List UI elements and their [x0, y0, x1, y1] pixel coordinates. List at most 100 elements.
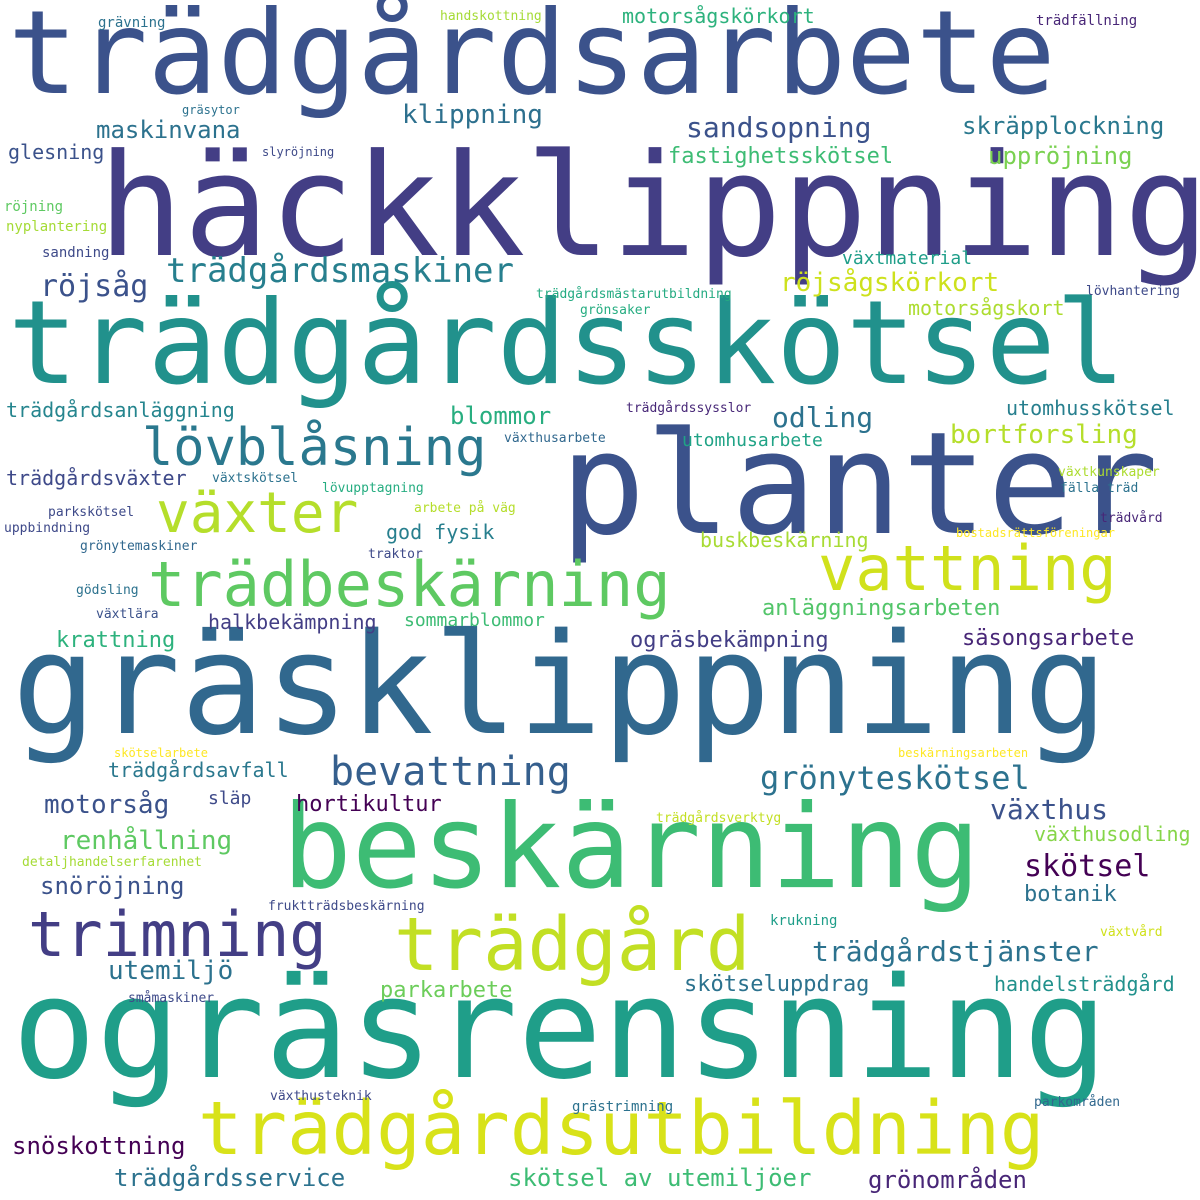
- word: motorsågskörkort: [622, 4, 815, 28]
- word: växtmaterial: [842, 248, 973, 269]
- word: snöskottning: [12, 1132, 186, 1160]
- word: röjsågskörkort: [780, 268, 1000, 298]
- word: grönytemaskiner: [80, 539, 198, 554]
- word: trädgårdsmästarutbildning: [536, 287, 732, 302]
- word: skötseluppdrag: [684, 972, 870, 997]
- word: trädgårdstjänster: [812, 935, 1099, 968]
- word: fruktträdsbeskärning: [268, 899, 425, 914]
- word: grönyteskötsel: [760, 759, 1030, 797]
- word: god fysik: [386, 520, 495, 544]
- word: trädgårdsarbete: [8, 0, 1056, 121]
- word: trädgårdsutbildning: [198, 1086, 1045, 1172]
- word: sommarblommor: [404, 610, 545, 631]
- word: buskbeskärning: [700, 528, 869, 552]
- word: trimning: [28, 898, 327, 971]
- word: botanik: [1024, 882, 1117, 907]
- word: motorsåg: [44, 790, 170, 820]
- word: häckklippning: [98, 124, 1200, 289]
- word: sandning: [42, 245, 110, 261]
- word: beskärningsarbeten: [898, 746, 1029, 760]
- word: växthusarbete: [504, 431, 606, 446]
- word: trädgård: [394, 902, 751, 988]
- word: motorsågskort: [908, 296, 1065, 320]
- word: glesning: [8, 140, 105, 164]
- word: grönsaker: [580, 303, 651, 318]
- word: uppbindning: [4, 521, 91, 536]
- word: parkområden: [1034, 1095, 1121, 1110]
- word: ogräsrensning: [12, 948, 1108, 1111]
- word: utemiljö: [108, 956, 234, 986]
- word: säsongsarbete: [962, 626, 1135, 651]
- word: lövupptagning: [322, 481, 424, 496]
- word: trädgårdsanläggning: [6, 398, 235, 422]
- word: släp: [208, 788, 252, 809]
- word: halkbekämpning: [208, 610, 377, 634]
- word: växtkunskaper: [1058, 465, 1160, 480]
- word: bortforsling: [950, 420, 1138, 450]
- word: grästrimning: [572, 1099, 674, 1115]
- word: utomhusarbete: [682, 430, 823, 451]
- word: röjsåg: [40, 269, 149, 304]
- word: växthusteknik: [270, 1089, 372, 1104]
- word: ogräsbekämpning: [630, 628, 829, 653]
- word: trädgårdsverktyg: [656, 811, 782, 826]
- word: klippning: [402, 100, 543, 130]
- word: trädgårdsväxter: [6, 466, 187, 490]
- word: grönområden: [868, 1166, 1027, 1194]
- word: småmaskiner: [128, 991, 215, 1006]
- word: växtlära: [96, 607, 159, 622]
- word: skötsel av utemiljöer: [508, 1164, 812, 1192]
- word: skötselarbete: [114, 746, 208, 760]
- word: trädgårdsskötsel: [8, 276, 1126, 411]
- word: sandsopning: [686, 111, 872, 144]
- word: arbete på väg: [414, 501, 516, 516]
- word: trädfällning: [1036, 13, 1138, 29]
- word: lövhantering: [1086, 284, 1180, 299]
- word: nyplantering: [6, 219, 108, 235]
- word: bostadsrättsföreningar: [956, 526, 1115, 540]
- word: slyröjning: [262, 145, 335, 159]
- word: odling: [772, 401, 874, 434]
- word: traktor: [368, 547, 423, 562]
- word: trädgårdsavfall: [108, 758, 289, 782]
- word: bevattning: [330, 749, 571, 795]
- word: maskinvana: [96, 116, 241, 144]
- word: skräpplockning: [962, 112, 1165, 140]
- word: utomhusskötsel: [1006, 396, 1175, 420]
- word: fälla träd: [1060, 481, 1139, 496]
- word: trädbeskärning: [148, 548, 671, 621]
- word: krattning: [56, 628, 176, 653]
- word: uppröjning: [988, 142, 1133, 170]
- word: gräsytor: [182, 103, 240, 117]
- word: anläggningsarbeten: [762, 596, 1001, 621]
- word: handelsträdgård: [994, 972, 1175, 996]
- word: blommor: [450, 402, 552, 430]
- word: gödsling: [76, 583, 139, 598]
- word: växtvård: [1100, 925, 1163, 940]
- word: växthus: [990, 793, 1109, 826]
- word: detaljhandelserfarenhet: [22, 855, 203, 870]
- word: röjning: [4, 199, 64, 215]
- word: parkarbete: [380, 978, 513, 1003]
- word: trädgårdsservice: [114, 1164, 346, 1192]
- word: fastighetsskötsel: [668, 144, 894, 169]
- word: grävning: [98, 15, 166, 31]
- word: lövblåsning: [142, 418, 487, 478]
- word: gräsklippning: [12, 604, 1108, 767]
- word: trädvård: [1100, 511, 1163, 526]
- word: renhållning: [60, 826, 233, 856]
- word: hortikultur: [296, 792, 442, 817]
- word: vattning: [818, 532, 1117, 605]
- word: krukning: [770, 913, 838, 929]
- word: växthusodling: [1034, 822, 1191, 846]
- word: parkskötsel: [48, 505, 135, 520]
- word: handskottning: [440, 9, 542, 24]
- word: växter: [156, 481, 359, 546]
- word: trädgårdsmaskiner: [166, 251, 514, 291]
- word: trädgårdssysslor: [626, 401, 752, 416]
- word: växtskötsel: [212, 471, 299, 486]
- word: beskärning: [282, 780, 981, 915]
- word: planter: [560, 402, 1159, 567]
- word: snöröjning: [40, 872, 185, 900]
